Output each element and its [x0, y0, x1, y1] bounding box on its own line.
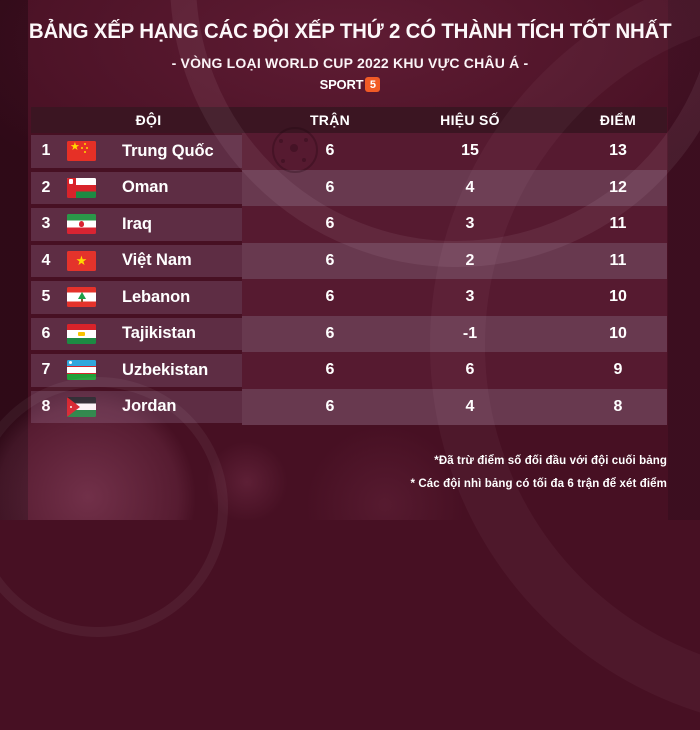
team-name: Iraq	[122, 214, 152, 233]
sport5-logo-badge: 5	[365, 77, 381, 92]
rank-label: 6	[41, 324, 51, 342]
footnotes: *Đã trừ điểm số đối đầu với đội cuối bản…	[411, 450, 667, 495]
rank-label: 2	[41, 178, 51, 196]
goal-diff-value: 15	[418, 133, 522, 170]
footnote-line-1: *Đã trừ điểm số đối đầu với đội cuối bản…	[434, 455, 667, 467]
goal-diff-value: 2	[418, 242, 522, 279]
table-row: 2 Oman 6 4 12	[31, 169, 667, 206]
goal-diff-value: 3	[418, 279, 522, 316]
team-cell: 4 Việt Nam	[31, 242, 242, 279]
goal-diff-value: 4	[418, 388, 522, 425]
points-value: 13	[522, 133, 667, 170]
column-header-team: ĐỘI	[135, 112, 162, 128]
team-name: Tajikistan	[122, 324, 196, 343]
page-title: BẢNG XẾP HẠNG CÁC ĐỘI XẾP THỨ 2 CÓ THÀNH…	[0, 19, 700, 44]
team-name: Oman	[122, 178, 169, 197]
table-header: ĐỘI TRẬN HIỆU SỐ ĐIỂM	[31, 107, 667, 133]
points-value: 11	[522, 242, 667, 279]
goal-diff-value: 4	[418, 169, 522, 206]
goal-diff-value: 3	[418, 206, 522, 243]
vietnam-flag-icon	[67, 250, 96, 271]
matches-value: 6	[242, 206, 418, 243]
matches-value: 6	[242, 242, 418, 279]
page-title-text: BẢNG XẾP HẠNG CÁC ĐỘI XẾP THỨ 2 CÓ THÀNH…	[28, 19, 672, 43]
table-row: 6 Tajikistan 6 -1 10	[31, 315, 667, 352]
rank-label: 8	[41, 397, 51, 415]
table-row: 8 Jordan 6 4 8	[31, 388, 667, 425]
china-flag-icon	[67, 141, 96, 162]
points-value: 10	[522, 315, 667, 352]
rank-label: 3	[41, 215, 51, 233]
team-name: Việt Nam	[122, 251, 192, 270]
team-cell: 3 Iraq	[31, 206, 242, 243]
matches-value: 6	[242, 133, 418, 170]
team-cell: 8 Jordan	[31, 388, 242, 425]
matches-value: 6	[242, 388, 418, 425]
table-row: 1 Trung Quốc 6 15 13	[31, 133, 667, 170]
rank-label: 5	[41, 288, 51, 306]
goal-diff-value: 6	[418, 352, 522, 389]
rank-label: 4	[41, 251, 51, 269]
matches-value: 6	[242, 315, 418, 352]
team-cell: 6 Tajikistan	[31, 315, 242, 352]
matches-value: 6	[242, 352, 418, 389]
points-value: 9	[522, 352, 667, 389]
team-name: Lebanon	[122, 287, 191, 306]
matches-value: 6	[242, 279, 418, 316]
matches-value: 6	[242, 169, 418, 206]
table-row: 3 Iraq 6 3 11	[31, 206, 667, 243]
oman-flag-icon	[67, 177, 96, 198]
column-header-goal-diff: HIỆU SỐ	[440, 112, 500, 128]
tajikistan-flag-icon	[67, 323, 96, 344]
rank-label: 1	[41, 142, 51, 160]
team-cell: 1 Trung Quốc	[31, 133, 242, 170]
rank-label: 7	[41, 361, 51, 379]
points-value: 11	[522, 206, 667, 243]
table-row: 4 Việt Nam 6 2 11	[31, 242, 667, 279]
sport5-logo: SPORT 5	[0, 77, 700, 92]
points-value: 12	[522, 169, 667, 206]
lebanon-flag-icon	[67, 287, 96, 308]
team-name: Trung Quốc	[122, 141, 214, 160]
points-value: 8	[522, 388, 667, 425]
goal-diff-value: -1	[418, 315, 522, 352]
table-row: 7 Uzbekistan 6 6 9	[31, 352, 667, 389]
footnote-line-2: * Các đội nhì bảng có tối đa 6 trận để x…	[410, 477, 667, 490]
team-cell: 2 Oman	[31, 169, 242, 206]
team-cell: 5 Lebanon	[31, 279, 242, 316]
column-header-points: ĐIỂM	[599, 112, 637, 128]
jordan-flag-icon	[67, 396, 96, 417]
points-value: 10	[522, 279, 667, 316]
column-header-matches: TRẬN	[309, 112, 351, 128]
iraq-flag-icon	[67, 214, 96, 235]
sport5-logo-text: SPORT	[319, 77, 364, 92]
uzbekistan-flag-icon	[67, 360, 96, 381]
team-name: Jordan	[122, 397, 177, 416]
team-name: Uzbekistan	[122, 360, 209, 379]
table-row: 5 Lebanon 6 3 10	[31, 279, 667, 316]
page-subtitle: - VÒNG LOẠI WORLD CUP 2022 KHU VỰC CHÂU …	[171, 55, 529, 71]
team-cell: 7 Uzbekistan	[31, 352, 242, 389]
standings-table: ĐỘI TRẬN HIỆU SỐ ĐIỂM 1 Trung Quốc 6 15 …	[31, 107, 667, 425]
